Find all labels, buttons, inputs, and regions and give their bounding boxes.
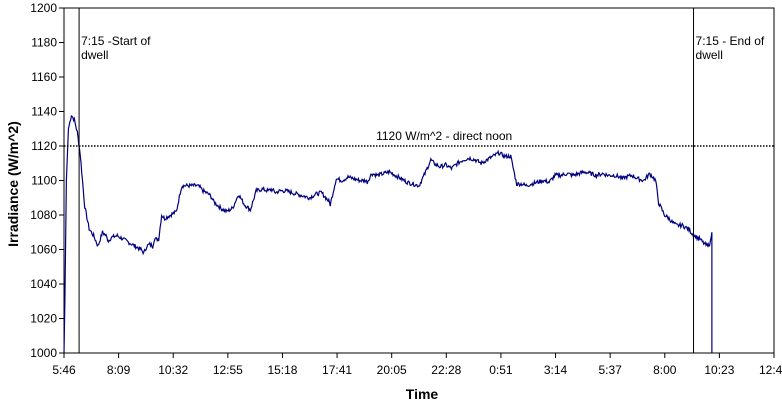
y-tick-label: 1100	[31, 174, 57, 188]
x-tick-label: 8:00	[653, 363, 677, 377]
y-tick-label: 1180	[31, 36, 57, 50]
x-tick-label: 17:41	[322, 363, 352, 377]
y-tick-label: 1200	[30, 1, 57, 15]
dwell-marker-label: dwell	[81, 48, 108, 62]
dwell-marker-label: 7:15 -Start of	[81, 34, 151, 48]
y-tick-label: 1160	[31, 70, 57, 84]
x-tick-label: 12:55	[213, 363, 243, 377]
plot-area	[63, 7, 775, 354]
x-tick-label: 5:46	[52, 363, 76, 377]
x-tick-label: 3:14	[544, 363, 568, 377]
y-axis-label: Irradiance (W/m^2)	[5, 121, 21, 247]
x-tick-label: 22:28	[431, 363, 461, 377]
x-tick-label: 0:51	[489, 363, 513, 377]
dwell-marker-label: dwell	[696, 48, 723, 62]
x-tick-label: 5:37	[598, 363, 622, 377]
x-tick-label: 12:46	[759, 363, 782, 377]
y-tick-label: 1040	[30, 277, 57, 291]
irradiance-series-line	[63, 115, 713, 354]
y-tick-label: 1000	[30, 346, 57, 360]
x-tick-label: 8:09	[107, 363, 131, 377]
y-tick-label: 1020	[30, 312, 57, 326]
y-tick-label: 1120	[31, 139, 57, 153]
x-tick-label: 15:18	[267, 363, 297, 377]
y-tick-label: 1080	[30, 208, 57, 222]
x-tick-label: 10:23	[704, 363, 734, 377]
reference-line-label: 1120 W/m^2 - direct noon	[376, 129, 512, 143]
y-axis-ticks: 1000 1020 1040 1060 1080 1100 1120 1140 1160 1180…	[30, 1, 64, 360]
y-tick-label: 1060	[30, 243, 57, 257]
x-tick-label: 20:05	[377, 363, 407, 377]
x-axis-ticks: 5:46 8:09 10:32 12:55 15:18 17:41 20:05 22:28 0:…	[52, 353, 782, 377]
x-axis-label: Time	[406, 386, 439, 402]
x-tick-label: 10:32	[158, 363, 188, 377]
dwell-marker-label: 7:15 - End of	[696, 34, 765, 48]
y-tick-label: 1140	[31, 105, 57, 119]
